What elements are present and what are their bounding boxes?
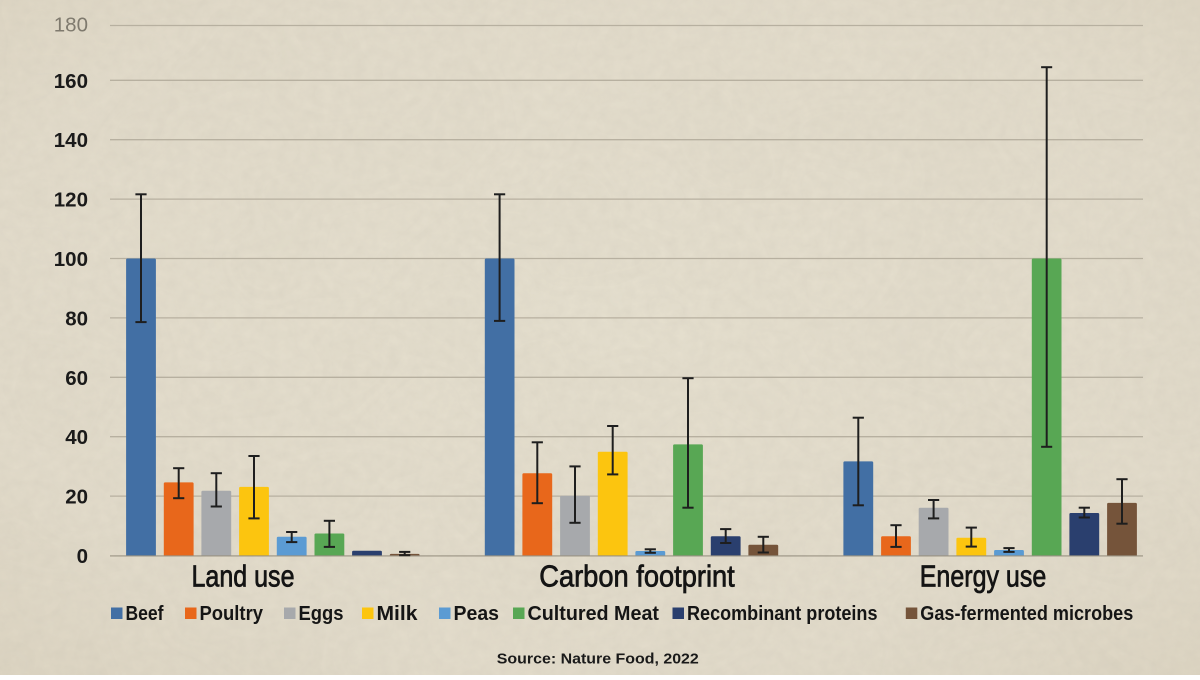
svg-text:80: 80	[65, 307, 88, 330]
svg-text:40: 40	[65, 426, 88, 449]
svg-text:Land use: Land use	[192, 560, 295, 594]
svg-text:Gas-fermented microbes: Gas-fermented microbes	[920, 603, 1133, 625]
svg-text:0: 0	[77, 545, 88, 568]
svg-text:Source: Nature Food, 2022: Source: Nature Food, 2022	[497, 652, 699, 668]
svg-text:180: 180	[54, 14, 88, 37]
svg-text:120: 120	[54, 189, 88, 212]
svg-text:Carbon footprint: Carbon footprint	[539, 560, 735, 594]
svg-text:60: 60	[65, 367, 88, 390]
svg-text:160: 160	[54, 70, 88, 93]
svg-text:Eggs: Eggs	[299, 603, 344, 625]
svg-text:Poultry: Poultry	[200, 603, 264, 625]
svg-text:140: 140	[54, 129, 88, 152]
svg-text:100: 100	[54, 248, 88, 271]
svg-text:20: 20	[65, 486, 88, 509]
svg-text:Beef: Beef	[126, 603, 164, 625]
svg-text:Peas: Peas	[454, 603, 500, 625]
svg-text:Milk: Milk	[377, 603, 419, 625]
svg-text:Cultured Meat: Cultured Meat	[528, 603, 660, 625]
svg-text:Recombinant proteins: Recombinant proteins	[687, 603, 878, 625]
svg-text:Energy use: Energy use	[920, 560, 1047, 594]
